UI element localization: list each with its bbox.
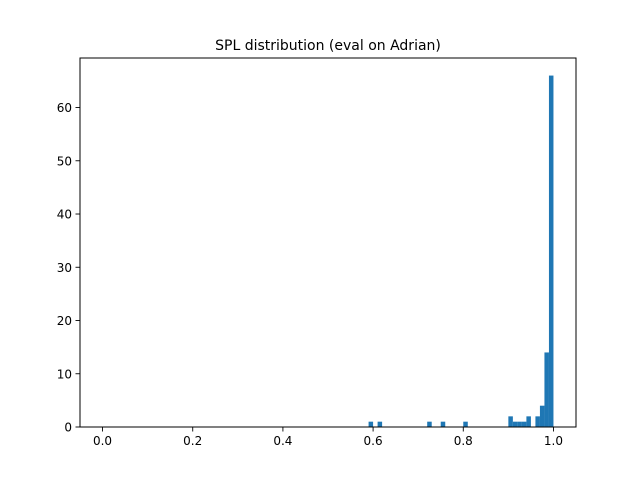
x-tick-label: 0.0 <box>93 434 112 448</box>
histogram-bar <box>508 416 513 427</box>
y-tick-label: 50 <box>57 154 72 168</box>
histogram-bars <box>368 75 554 427</box>
histogram-bar <box>526 416 531 427</box>
y-tick-label: 40 <box>57 208 72 222</box>
histogram-bar <box>548 75 554 427</box>
histogram-bar <box>539 405 545 427</box>
histogram-bar <box>521 421 527 427</box>
x-tick-label: 0.8 <box>454 434 473 448</box>
histogram-bar <box>512 421 518 427</box>
histogram-bar <box>440 421 446 427</box>
histogram-bar <box>535 416 540 427</box>
histogram-bar <box>427 421 432 427</box>
y-tick-label: 10 <box>57 367 72 381</box>
y-tick-label: 0 <box>64 421 72 435</box>
y-tick-label: 60 <box>57 101 72 115</box>
x-tick-label: 1.0 <box>544 434 563 448</box>
histogram-bar <box>377 421 383 427</box>
chart-title: SPL distribution (eval on Adrian) <box>215 38 441 54</box>
y-tick-label: 30 <box>57 261 72 275</box>
y-tick-label: 20 <box>57 314 72 328</box>
x-axis-ticks: 0.0 0.2 0.4 0.6 0.8 1.0 <box>93 427 563 448</box>
plot-frame <box>79 57 577 428</box>
histogram-bar <box>463 421 468 427</box>
histogram-bar <box>517 421 522 427</box>
histogram-bar <box>368 421 374 427</box>
x-tick-label: 0.2 <box>183 434 202 448</box>
histogram-bar <box>544 352 549 427</box>
x-tick-label: 0.6 <box>364 434 383 448</box>
y-axis-ticks: 0 10 20 30 40 50 60 <box>57 101 80 435</box>
x-tick-label: 0.4 <box>273 434 292 448</box>
